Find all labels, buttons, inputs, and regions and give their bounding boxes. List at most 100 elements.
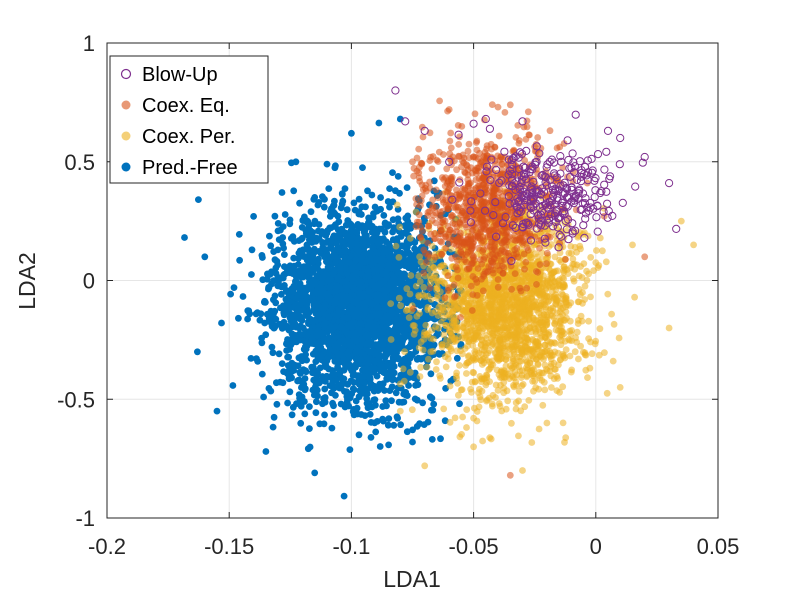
data-point: [395, 254, 403, 261]
data-point: [610, 320, 618, 328]
data-point: [416, 310, 423, 317]
data-point: [271, 307, 279, 315]
data-point: [328, 424, 336, 432]
data-point: [334, 212, 342, 220]
data-point: [354, 410, 361, 418]
data-points: [181, 86, 697, 500]
data-point: [372, 228, 380, 236]
data-point: [557, 332, 565, 339]
data-point: [344, 217, 352, 224]
data-point: [379, 415, 386, 423]
data-point: [312, 409, 320, 417]
data-point: [390, 265, 397, 272]
data-point: [194, 348, 201, 356]
data-point: [479, 437, 486, 445]
data-point: [308, 279, 315, 287]
data-point: [316, 284, 324, 291]
data-point: [424, 292, 432, 300]
data-point: [229, 382, 237, 389]
data-point: [510, 363, 518, 370]
data-point: [301, 385, 309, 393]
data-point: [551, 366, 558, 373]
data-point: [306, 403, 313, 410]
data-point: [461, 278, 469, 285]
data-point: [299, 285, 307, 292]
data-point: [420, 283, 428, 291]
data-point: [406, 343, 414, 351]
data-point: [587, 254, 595, 261]
data-point: [456, 400, 463, 408]
data-point: [557, 305, 565, 313]
data-point: [248, 246, 256, 254]
data-point: [250, 213, 257, 220]
data-point: [438, 309, 445, 317]
data-point: [362, 203, 369, 211]
data-point: [272, 270, 280, 277]
data-point: [315, 311, 323, 318]
data-point: [566, 336, 574, 344]
data-point: [303, 293, 311, 301]
data-point: [377, 194, 384, 201]
data-point: [365, 287, 373, 295]
data-point: [551, 253, 559, 261]
data-point: [289, 403, 297, 411]
data-point: [389, 228, 396, 236]
data-point: [267, 387, 275, 395]
data-point: [530, 372, 537, 380]
data-point: [359, 164, 366, 172]
data-point: [306, 327, 314, 335]
data-point: [574, 317, 582, 324]
data-point: [353, 309, 361, 317]
data-point: [470, 300, 478, 307]
data-point: [274, 220, 282, 227]
data-point: [307, 252, 315, 260]
data-point: [284, 362, 292, 369]
data-point: [340, 492, 348, 500]
data-point: [363, 395, 371, 402]
data-point: [573, 328, 581, 336]
data-point: [473, 417, 481, 425]
data-point: [460, 320, 468, 327]
data-point: [323, 372, 331, 380]
data-point: [353, 404, 361, 412]
data-point: [570, 260, 578, 268]
data-point: [294, 377, 302, 384]
data-point: [267, 242, 275, 250]
data-point: [444, 342, 451, 349]
data-point: [274, 246, 282, 254]
data-point: [326, 297, 334, 304]
data-point: [411, 395, 419, 403]
data-point: [337, 204, 345, 212]
data-point: [518, 350, 526, 357]
data-point: [568, 366, 576, 374]
data-point: [403, 428, 411, 436]
data-point: [566, 352, 574, 360]
data-point: [532, 338, 540, 346]
data-point: [317, 344, 325, 352]
data-point: [373, 207, 381, 215]
data-point: [360, 243, 368, 251]
data-point: [262, 331, 270, 339]
data-point: [438, 277, 446, 285]
data-point: [579, 299, 586, 307]
data-point: [452, 337, 459, 345]
data-point: [401, 348, 408, 356]
data-point: [309, 229, 317, 236]
data-point: [506, 375, 513, 382]
data-point: [546, 352, 554, 360]
data-point: [272, 315, 280, 323]
data-point: [413, 423, 421, 430]
data-point: [519, 381, 527, 388]
data-point: [290, 282, 298, 290]
data-point: [363, 232, 370, 239]
data-point: [563, 266, 571, 273]
data-point: [575, 272, 583, 280]
data-point: [380, 328, 388, 336]
data-point: [388, 383, 396, 391]
data-point: [518, 313, 526, 321]
data-point: [544, 337, 551, 345]
data-point: [348, 275, 356, 283]
data-point: [313, 398, 320, 406]
data-point: [486, 328, 494, 336]
data-point: [584, 374, 591, 381]
